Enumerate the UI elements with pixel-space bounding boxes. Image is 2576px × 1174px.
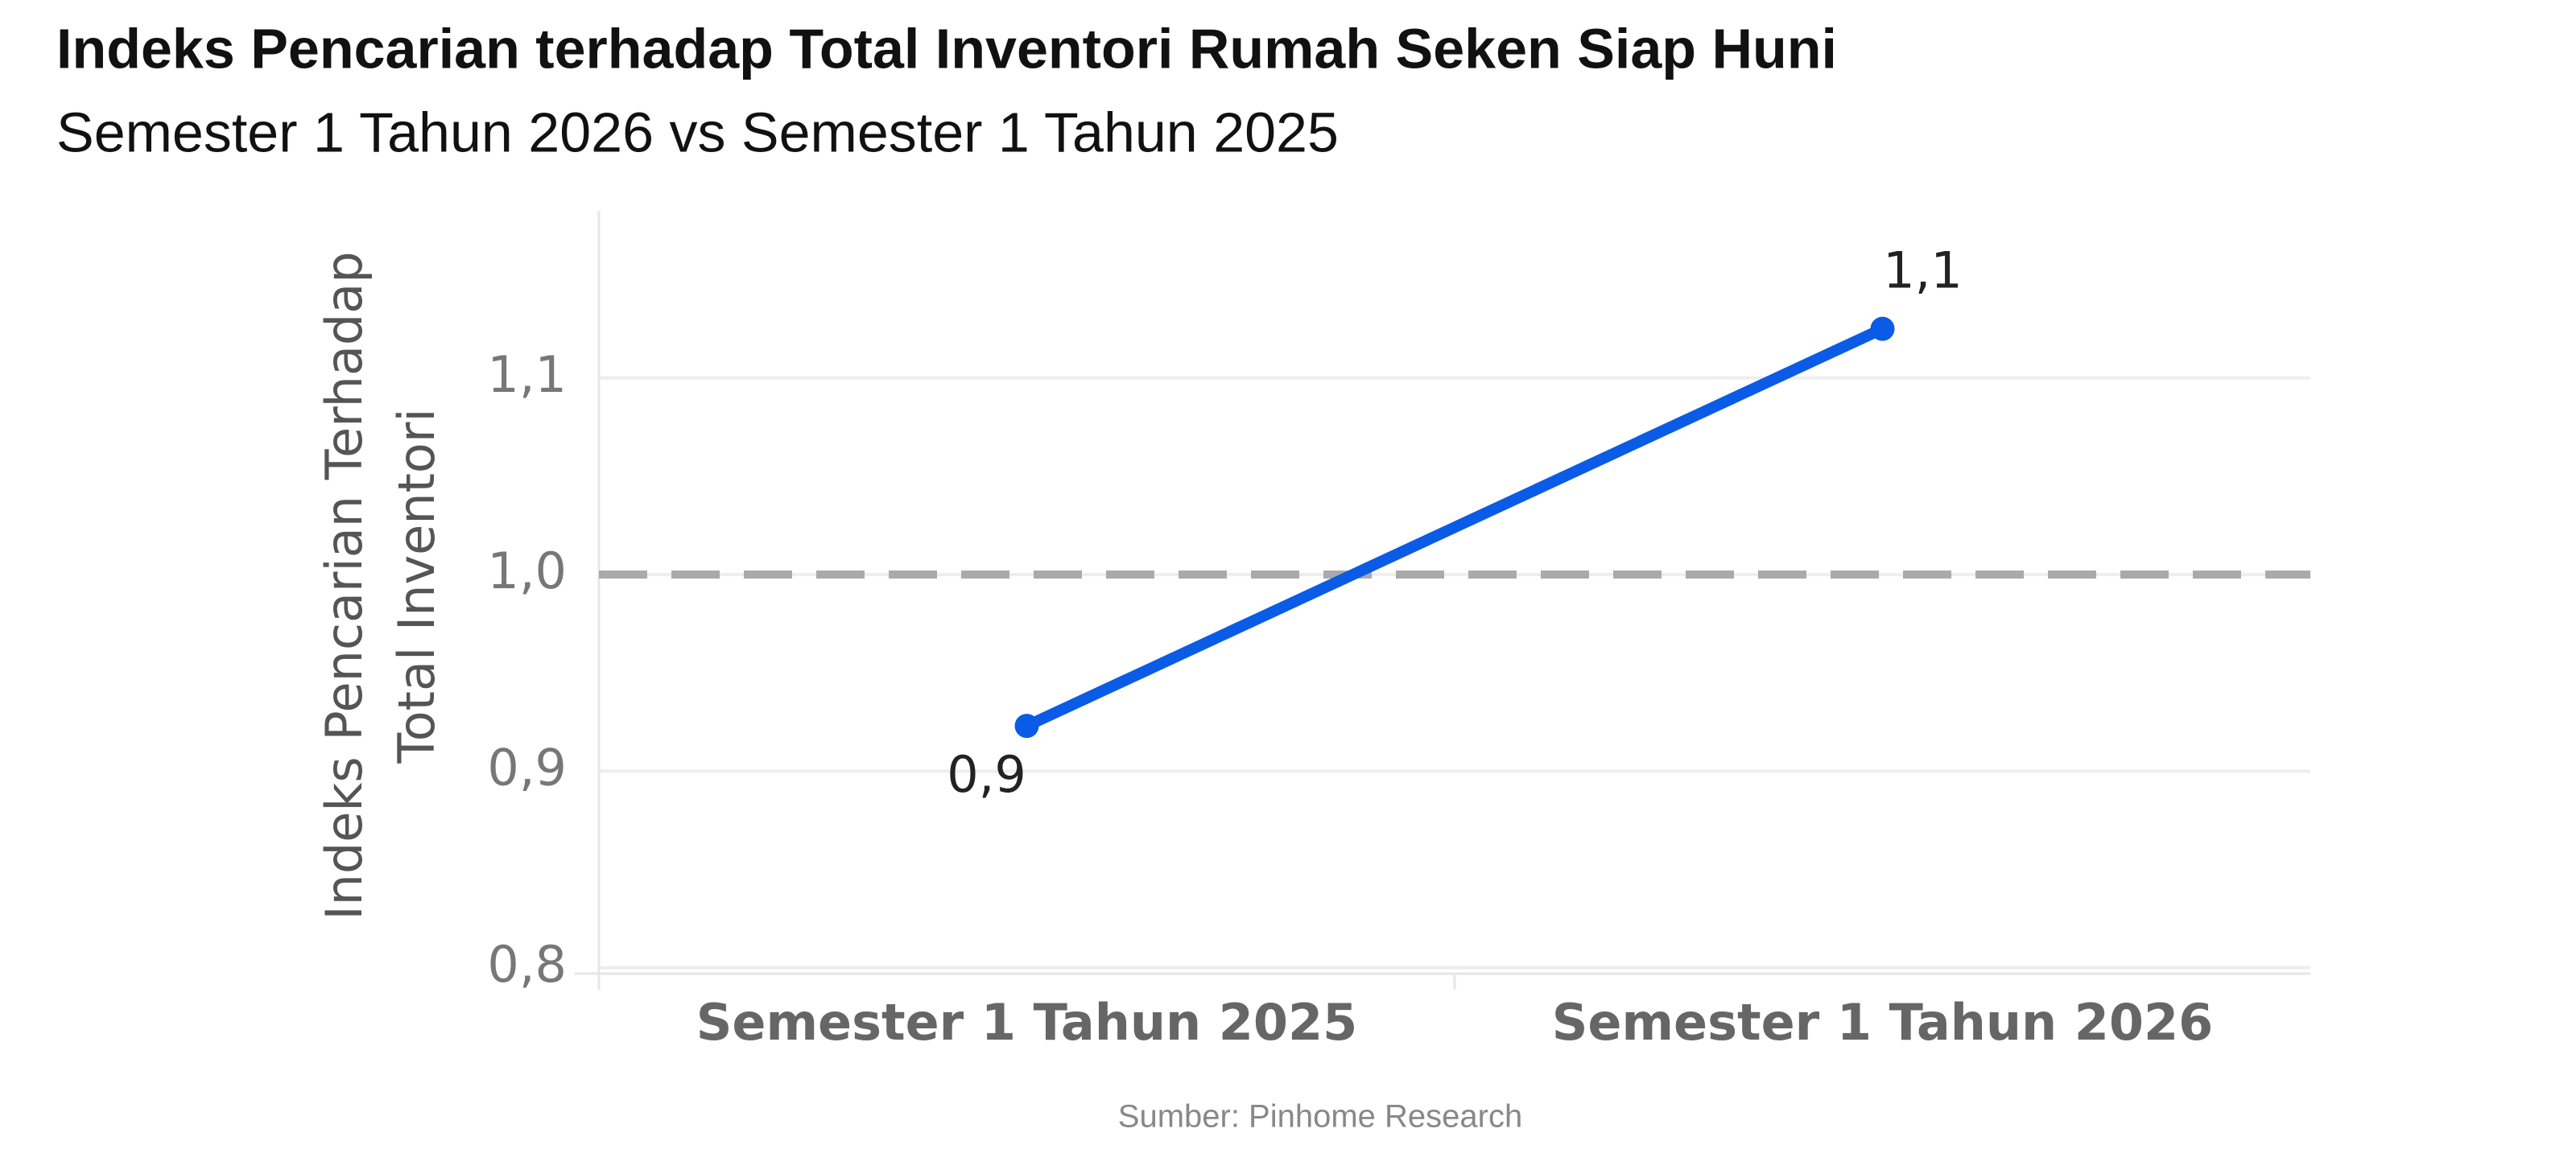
y-tick-label: 1,0 (487, 542, 567, 600)
chart-subtitle: Semester 1 Tahun 2026 vs Semester 1 Tahu… (56, 101, 1339, 163)
point (1870, 316, 1895, 341)
x-tick-label: Semester 1 Tahun 2025 (696, 993, 1358, 1052)
source: Sumber: Pinhome Research (1118, 1099, 1522, 1135)
y-tick-label: 0,9 (487, 738, 567, 797)
y-tick-label: 1,1 (487, 345, 567, 404)
y-tick-label: 0,8 (487, 935, 567, 994)
x-tick-label: Semester 1 Tahun 2026 (1552, 993, 2214, 1052)
y-axis-label: Indeks Pencarian Terhadap (315, 251, 374, 920)
data-label: 0,9 (947, 745, 1026, 804)
data-label: 1,1 (1883, 241, 1963, 300)
point (1014, 714, 1039, 739)
y-axis-label: Total Inventori (387, 408, 446, 764)
chart-title: Indeks Pencarian terhadap Total Inventor… (56, 17, 1837, 80)
line (1021, 323, 1889, 732)
